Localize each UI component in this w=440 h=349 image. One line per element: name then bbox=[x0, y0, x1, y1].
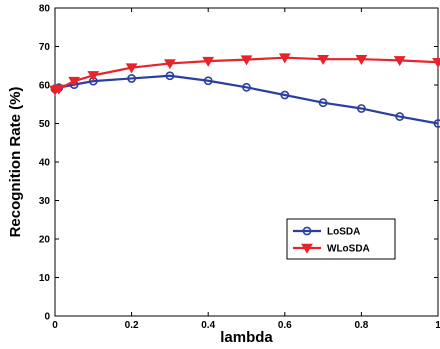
data-point bbox=[393, 56, 406, 67]
legend-swatch-marker bbox=[301, 243, 313, 254]
data-point bbox=[52, 84, 65, 95]
legend: LoSDA WLoSDA bbox=[286, 218, 396, 260]
data-point bbox=[127, 74, 136, 83]
y-tick-label: 70 bbox=[39, 42, 51, 53]
data-point bbox=[278, 53, 291, 64]
y-tick-label: 40 bbox=[39, 158, 51, 169]
data-point bbox=[317, 54, 329, 65]
data-point bbox=[87, 71, 100, 82]
data-point bbox=[433, 119, 440, 128]
data-point bbox=[125, 63, 138, 74]
x-tick-label: 0 bbox=[52, 320, 58, 331]
data-point bbox=[202, 56, 215, 67]
data-point bbox=[318, 98, 328, 108]
data-point bbox=[280, 90, 290, 100]
series-layer bbox=[49, 53, 440, 128]
y-tick-label: 60 bbox=[39, 81, 51, 92]
x-tick-label: 0.6 bbox=[278, 320, 292, 331]
legend-label: WLoSDA bbox=[327, 244, 370, 255]
data-point bbox=[432, 58, 440, 69]
data-point bbox=[395, 112, 405, 121]
data-point bbox=[165, 71, 175, 81]
legend-box bbox=[286, 218, 396, 260]
y-tick-label: 0 bbox=[44, 312, 50, 323]
data-point bbox=[68, 76, 81, 87]
data-point bbox=[355, 54, 368, 65]
plot-area bbox=[54, 7, 439, 317]
y-tick-label: 80 bbox=[39, 4, 51, 15]
x-tick-label: 1 bbox=[435, 320, 440, 331]
legend-entry-wlosda: WLoSDA bbox=[293, 244, 370, 255]
series-wlosda bbox=[49, 53, 440, 96]
x-tick-label: 0.2 bbox=[125, 320, 139, 331]
y-tick-label: 50 bbox=[39, 119, 51, 130]
data-point bbox=[356, 104, 366, 113]
y-axis-label: Recognition Rate (%) bbox=[7, 87, 24, 238]
legend-swatch-marker bbox=[302, 226, 312, 236]
x-tick-label: 0.4 bbox=[201, 320, 215, 331]
x-axis-label: lambda bbox=[220, 329, 273, 346]
legend-label: LoSDA bbox=[327, 227, 360, 238]
y-tick-label: 30 bbox=[39, 196, 51, 207]
data-point bbox=[164, 59, 176, 70]
legend-entry-losda: LoSDA bbox=[293, 227, 360, 238]
y-tick-label: 10 bbox=[39, 273, 51, 284]
data-point bbox=[242, 82, 251, 92]
y-tick-label: 20 bbox=[39, 235, 51, 246]
x-tick-label: 0.8 bbox=[354, 320, 368, 331]
data-point bbox=[240, 55, 253, 66]
data-point bbox=[203, 76, 213, 86]
